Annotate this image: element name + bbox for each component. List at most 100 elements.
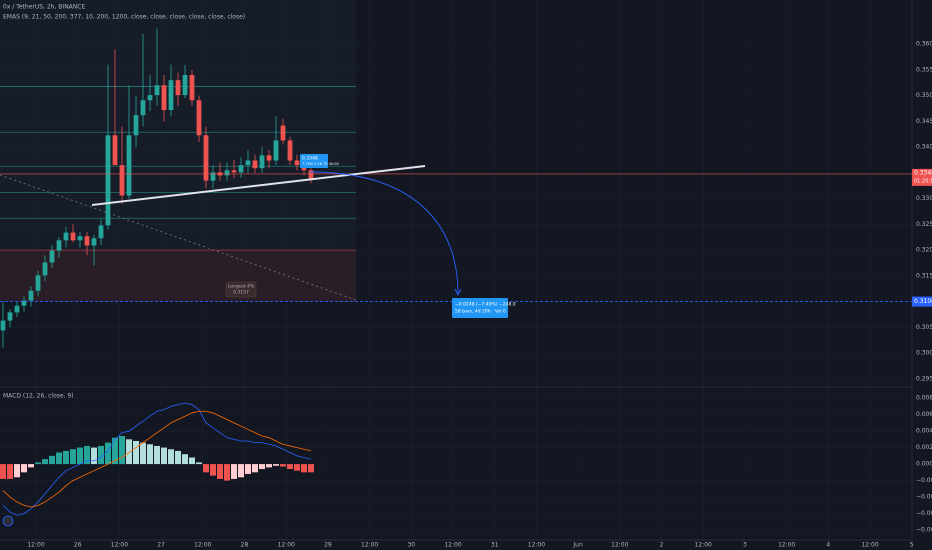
x-tick-label: Jun [572,542,583,549]
histogram-bar [273,464,279,466]
indicator-title: EMAS (9, 21, 50, 200, 377, 10, 200, 1200… [3,14,245,21]
candle-body [63,232,69,241]
x-tick-label: 29 [324,542,332,549]
candle-body [21,300,27,306]
histogram-bar [287,464,293,470]
histogram-bar [140,442,146,465]
candle-body [77,236,83,241]
countdown: 01:20:14 [914,178,932,184]
candle-body [105,135,111,226]
histogram-bar [14,464,20,478]
x-tick-label: 12:00 [361,542,378,549]
x-tick-label: 12:00 [27,542,44,549]
histogram-bar [280,464,286,467]
candle-body [42,262,48,276]
zone-label-box [225,281,257,298]
x-tick-label: 12:00 [111,542,128,549]
x-tick-label: 12:00 [278,542,295,549]
histogram-bar [161,447,167,465]
candle-body [84,236,90,246]
histogram-bar [252,464,258,473]
candle-body [70,232,76,241]
projection-box [452,298,508,318]
candle-body [91,238,97,246]
x-tick-label: 28 [241,542,249,549]
candle-body [140,100,146,116]
candle-body [287,140,293,161]
histogram-bar [77,447,83,465]
x-tick-label: 27 [157,542,165,549]
trendline [91,165,426,206]
histogram-bar [224,464,230,481]
candle-body [7,312,13,321]
histogram-bar [98,445,104,465]
arrow-head [454,288,462,297]
candle-body [126,135,132,196]
x-tick-label: 26 [74,542,82,549]
candle-body [14,305,20,313]
last-price-tag [912,168,932,186]
histogram-bar [259,464,265,470]
macd-line [2,402,312,516]
histogram-bar [126,439,132,465]
last-price-label: 0.3348 [914,169,932,176]
histogram-bar [7,464,13,479]
histogram-bar [175,450,181,465]
histogram-bar [105,442,111,465]
x-tick-label: 4 [826,542,830,549]
candle-body [266,155,272,161]
histogram-bar [203,464,209,473]
candle-body [294,160,300,166]
candle-body [231,170,237,173]
candle-body [119,165,125,196]
histogram-bar [91,447,97,465]
x-tick-label: 5 [910,542,914,549]
histogram-bar [245,464,251,474]
logo-icon[interactable] [2,515,14,527]
histogram-bar [266,464,272,468]
x-tick-label: 2 [660,542,664,549]
macd-pane [0,402,314,516]
macd-title: MACD (12, 26, close, 9) [3,393,74,400]
candle-body [161,85,167,111]
target-label: 0.3100 [914,298,932,305]
candle-body [175,80,181,96]
candle-body [273,140,279,161]
candle-body [182,75,188,96]
histogram-bar [147,444,153,465]
histogram-bar [210,464,216,476]
x-tick-label: 12:00 [444,542,461,549]
x-tick-label: 12:00 [778,542,795,549]
target-tag [912,296,932,307]
candle-body [189,75,195,101]
histogram-bar [154,445,160,465]
candle-body [154,85,160,96]
candle-body [308,170,314,179]
candle-body [259,155,265,169]
x-tick-label: 3 [743,542,747,549]
candle-body [28,290,34,301]
histogram-bar [42,459,48,465]
candle-body [210,172,216,181]
zone-label: Longest 4% [228,284,255,290]
histogram-bar [238,464,244,478]
candle-body [56,240,62,251]
